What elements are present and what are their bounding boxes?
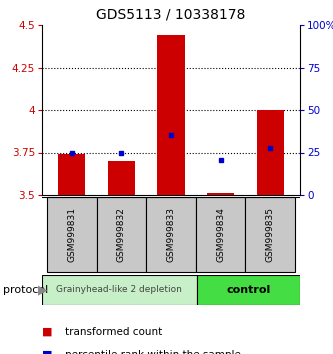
Text: GSM999835: GSM999835 <box>266 207 275 262</box>
Text: GSM999831: GSM999831 <box>67 207 76 262</box>
Bar <box>257 110 284 195</box>
Text: Grainyhead-like 2 depletion: Grainyhead-like 2 depletion <box>57 285 182 295</box>
Bar <box>58 154 85 195</box>
Text: GSM999834: GSM999834 <box>216 207 225 262</box>
Text: control: control <box>226 285 270 295</box>
Text: ■: ■ <box>42 349 53 354</box>
Text: GSM999832: GSM999832 <box>117 207 126 262</box>
Bar <box>245 197 295 272</box>
Bar <box>47 197 97 272</box>
Bar <box>97 197 146 272</box>
Bar <box>197 275 300 305</box>
Text: percentile rank within the sample: percentile rank within the sample <box>65 349 241 354</box>
Bar <box>146 197 196 272</box>
Bar <box>108 161 135 195</box>
Text: GSM999833: GSM999833 <box>166 207 175 262</box>
Bar <box>207 193 234 195</box>
Text: ■: ■ <box>42 326 53 337</box>
Title: GDS5113 / 10338178: GDS5113 / 10338178 <box>96 7 246 21</box>
Bar <box>42 275 197 305</box>
Text: transformed count: transformed count <box>65 326 163 337</box>
Bar <box>158 35 184 195</box>
Text: protocol: protocol <box>3 285 49 295</box>
Text: ▶: ▶ <box>38 284 48 297</box>
Bar <box>196 197 245 272</box>
